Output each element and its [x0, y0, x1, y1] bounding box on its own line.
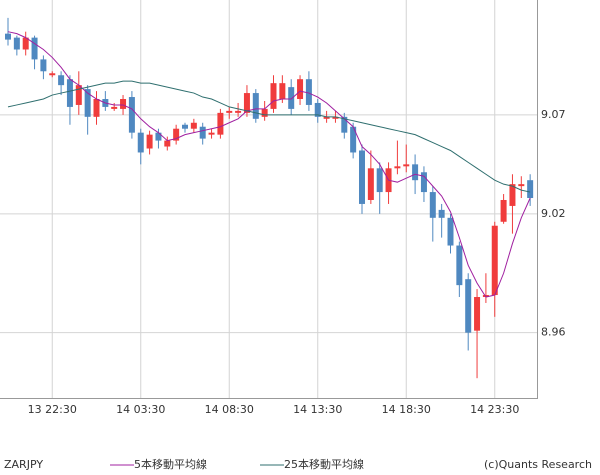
candle-body — [376, 168, 383, 193]
candle-body — [208, 132, 215, 135]
moving-average-line — [7, 80, 531, 193]
x-tick-label: 14 08:30 — [205, 403, 254, 416]
candle-body — [288, 87, 295, 109]
candle-body — [58, 75, 65, 86]
candle-body — [350, 126, 357, 153]
candle-body — [111, 106, 118, 109]
candle-body — [75, 85, 82, 105]
candle-body — [403, 164, 410, 167]
candle-body — [367, 168, 374, 200]
candle-body — [270, 83, 277, 109]
candle-body — [491, 225, 498, 296]
candle-body — [164, 140, 171, 147]
y-tick-label: 9.02 — [541, 207, 566, 220]
candle-body — [429, 192, 436, 218]
moving-average-line — [7, 31, 531, 298]
candle-body — [412, 164, 419, 181]
candle-body — [332, 116, 339, 119]
candle-body — [199, 126, 206, 139]
candle-body — [341, 116, 348, 133]
candle-body — [465, 279, 472, 333]
candle-body — [120, 99, 127, 109]
candle-body — [447, 217, 454, 246]
x-tick-label: 14 23:30 — [470, 403, 519, 416]
candle-body — [500, 199, 507, 222]
candle-body — [155, 132, 162, 141]
candle-body — [438, 209, 445, 218]
legend-label: 25本移動平均線 — [284, 457, 364, 471]
candle-body — [305, 79, 312, 105]
candle-body — [66, 79, 73, 107]
candle-body — [394, 166, 401, 169]
candle-body — [49, 73, 56, 76]
candle-body — [420, 172, 427, 193]
x-tick-label: 14 03:30 — [116, 403, 165, 416]
candle-body — [137, 132, 144, 153]
candle-body — [182, 124, 188, 129]
candle-body — [482, 295, 489, 298]
candle-body — [279, 83, 286, 100]
candle-body — [261, 108, 268, 117]
candle-body — [456, 245, 463, 286]
candle-body — [31, 37, 38, 60]
candle-body — [40, 59, 47, 72]
credit: (c)Quants Research — [484, 458, 592, 471]
y-tick-label: 9.07 — [541, 108, 566, 121]
candle-body — [190, 122, 197, 129]
candle-body — [146, 134, 153, 149]
candle-body — [509, 184, 516, 206]
candle-body — [359, 150, 365, 204]
candle-body — [93, 99, 100, 117]
candle-body — [217, 112, 224, 135]
candle-body — [474, 297, 481, 331]
candle-body — [314, 102, 321, 117]
candle-body — [5, 33, 11, 40]
candle-body — [128, 97, 135, 133]
candle-body — [252, 93, 259, 119]
candle-body — [243, 93, 250, 113]
x-tick-label: 14 13:30 — [293, 403, 342, 416]
candle-body — [323, 116, 330, 119]
candle-body — [518, 184, 525, 187]
candle-body — [297, 79, 304, 100]
symbol: ZARJPY — [4, 458, 43, 471]
candle-body — [527, 180, 534, 199]
x-tick-label: 14 18:30 — [382, 403, 431, 416]
candle-body — [13, 37, 20, 50]
x-tick-label: 13 22:30 — [28, 403, 77, 416]
candle-body — [235, 110, 242, 113]
candle-body — [226, 110, 233, 113]
candle-body — [84, 89, 91, 117]
y-tick-label: 8.96 — [541, 326, 566, 339]
candle-body — [173, 128, 180, 141]
legend-label: 5本移動平均線 — [134, 457, 207, 471]
candle-body — [22, 37, 29, 50]
